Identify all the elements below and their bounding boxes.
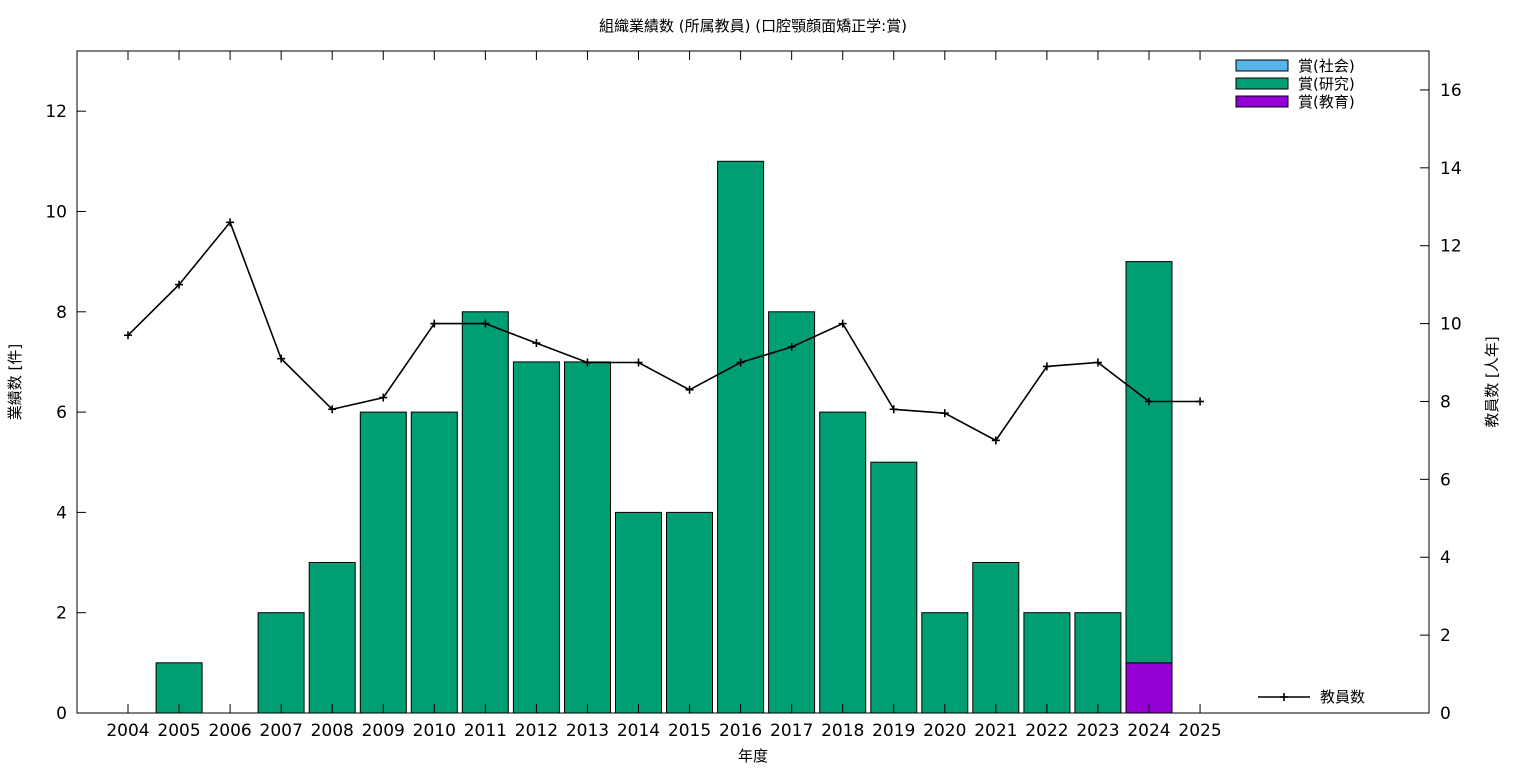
bar-2019-研究: [870, 461, 918, 714]
legend-label-教育: 賞(教育): [1298, 93, 1355, 111]
x-tick-label: 2025: [1178, 721, 1221, 741]
line-point-2005: [175, 280, 184, 289]
x-tick-label: 2018: [821, 721, 864, 741]
y-axis-label: 業績数 [件]: [6, 344, 24, 420]
bar-2017-研究: [768, 311, 816, 714]
y-tick-label: 2: [56, 604, 67, 624]
bar-2021-研究: [972, 562, 1020, 714]
x-tick-label: 2016: [719, 721, 762, 741]
line-point-2009: [379, 393, 388, 402]
bar-2008-研究: [308, 562, 356, 714]
line-point-2023: [1093, 358, 1102, 367]
line-point-2022: [1042, 362, 1051, 371]
x-tick-label: 2014: [617, 721, 660, 741]
bar-2020-研究: [921, 612, 969, 714]
line-series: [127, 220, 1200, 442]
x-tick-label: 2023: [1076, 721, 1119, 741]
x-tick-label: 2004: [106, 721, 149, 741]
x-tick-label: 2006: [208, 721, 251, 741]
bar-2016-研究: [717, 160, 765, 714]
y-tick-label: 4: [56, 503, 67, 523]
line-point-2021: [991, 436, 1000, 445]
bar-2015-研究: [666, 511, 713, 714]
axes-group: 0 2 4 6 8 10 12 0 2 4 6 8 10 12 14 16 2004 2005 2006 2007 20…: [45, 50, 1462, 741]
x-tick-label: 2009: [362, 721, 405, 741]
line-point-2012: [532, 339, 541, 348]
y2-tick-label: 16: [1440, 81, 1462, 101]
y2-tick-label: 12: [1440, 237, 1462, 257]
legend-label-line: 教員数: [1320, 688, 1365, 706]
legend-swatch-社会: [1235, 59, 1289, 72]
line-point-2014: [634, 358, 643, 367]
line-point-2006: [226, 218, 235, 227]
x-tick-label: 2011: [464, 721, 507, 741]
line-point-2017: [787, 342, 796, 351]
y2-tick-label: 10: [1440, 315, 1462, 335]
x-tick-label: 2021: [974, 721, 1017, 741]
x-tick-label: 2012: [515, 721, 558, 741]
x-tick-label: 2013: [566, 721, 609, 741]
bar-2023-研究: [1074, 612, 1122, 714]
y-tick-label: 6: [56, 403, 67, 423]
line-point-2024: [1145, 397, 1153, 406]
line-series-group: [124, 218, 1205, 445]
bar-2014-研究: [615, 511, 662, 714]
line-point-2025: [1196, 397, 1205, 406]
line-point-2016: [736, 358, 745, 367]
bar-2024-研究: [1125, 261, 1173, 664]
y2-tick-label: 8: [1440, 392, 1451, 412]
bar-2012-研究: [512, 361, 560, 714]
x-tick-label: 2008: [311, 721, 354, 741]
x-tick-label: 2024: [1127, 721, 1170, 741]
y2-tick-label: 2: [1440, 626, 1451, 646]
x-axis-label: 年度: [738, 747, 768, 765]
legend-swatch-研究: [1235, 77, 1289, 90]
y2-tick-label: 4: [1440, 548, 1451, 568]
line-point-2013: [583, 358, 592, 367]
line-point-2020: [940, 409, 949, 418]
x-tick-label: 2019: [872, 721, 915, 741]
line-point-2004: [124, 331, 132, 340]
y2-axis-label: 教員数 [人年]: [1483, 336, 1501, 427]
x-tick-label: 2015: [668, 721, 711, 741]
bar-2011-研究: [461, 311, 509, 714]
line-point-2015: [685, 385, 694, 394]
legend-swatch-教育: [1235, 95, 1289, 108]
bars-group: [155, 160, 1173, 714]
line-point-2011: [481, 319, 490, 328]
bar-2022-研究: [1023, 612, 1071, 714]
y2-tick-label: 0: [1440, 704, 1451, 724]
y2-tick-label: 14: [1440, 159, 1462, 179]
bar-2010-研究: [410, 411, 458, 714]
x-tick-label: 2007: [260, 721, 303, 741]
line-point-2007: [277, 354, 286, 363]
chart-title: 組織業績数 (所属教員) (口腔顎顔面矯正学:賞): [599, 17, 907, 35]
line-point-2010: [430, 319, 439, 328]
x-tick-label: 2017: [770, 721, 813, 741]
y2-tick-label: 6: [1440, 470, 1451, 490]
bar-2009-研究: [359, 411, 407, 714]
legend-label-社会: 賞(社会): [1298, 57, 1355, 75]
bar-2018-研究: [819, 411, 867, 714]
y-tick-label: 8: [56, 303, 67, 323]
y-tick-label: 10: [45, 202, 67, 222]
line-point-2019: [889, 405, 898, 414]
bar-2013-研究: [564, 361, 611, 714]
plot-frame: [76, 50, 1430, 714]
bar-2007-研究: [257, 612, 305, 714]
y-tick-label: 0: [56, 704, 67, 724]
line-point-2018: [838, 319, 847, 328]
line-point-2008: [328, 405, 337, 414]
y-tick-label: 12: [45, 102, 67, 122]
x-tick-label: 2005: [157, 721, 200, 741]
legend: 賞(社会)賞(研究)賞(教育) 教員数: [1235, 57, 1365, 706]
x-tick-label: 2010: [413, 721, 456, 741]
x-tick-label: 2020: [923, 721, 966, 741]
legend-label-研究: 賞(研究): [1298, 75, 1355, 93]
x-tick-label: 2022: [1025, 721, 1068, 741]
